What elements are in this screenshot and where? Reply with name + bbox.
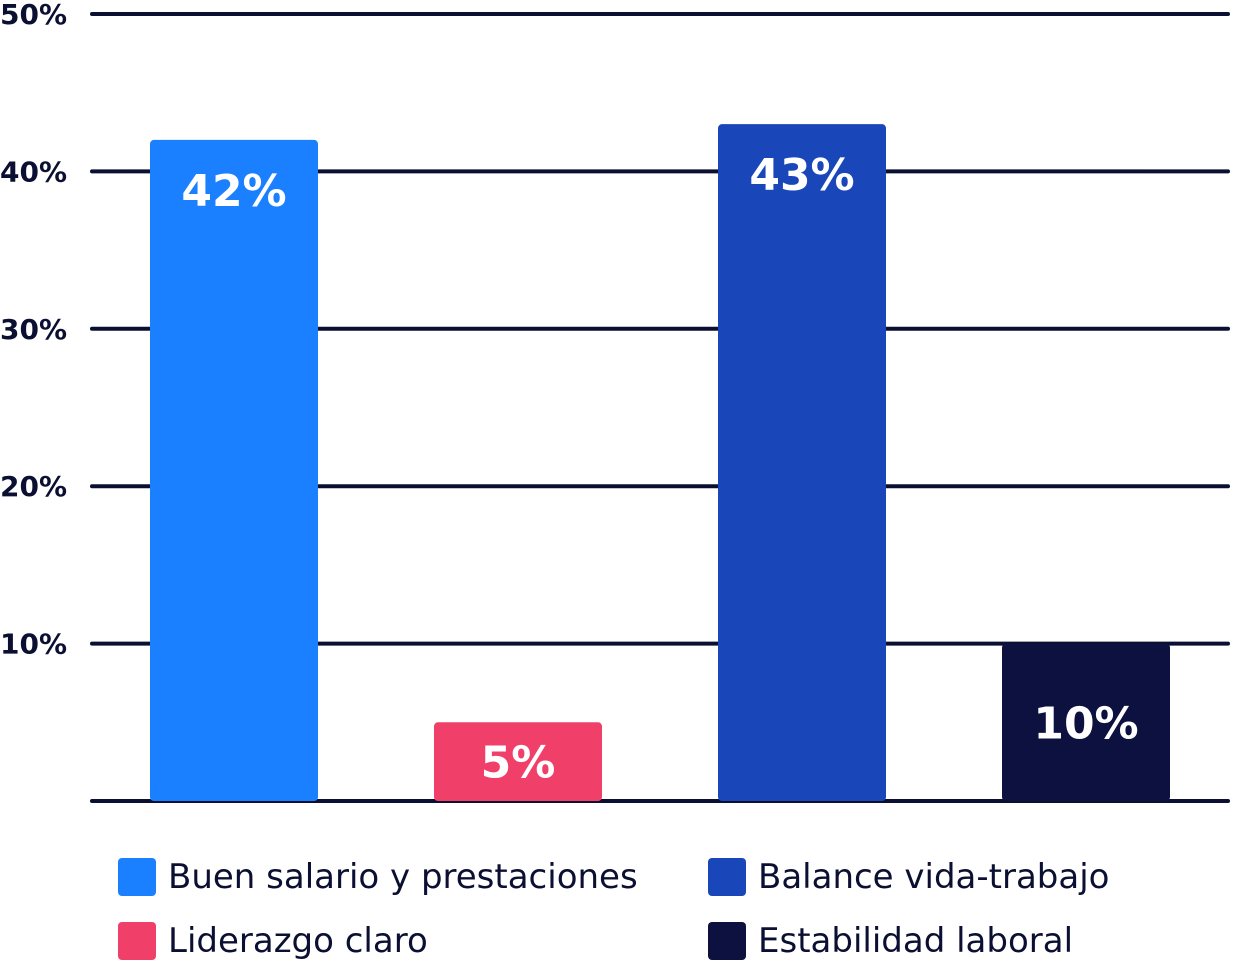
legend-label: Buen salario y prestaciones [168, 857, 638, 897]
bar [1002, 643, 1170, 801]
legend-item-estabilidad: Estabilidad laboral [708, 919, 1073, 963]
y-axis-ticks: 10% 20% 30% 40% 50% [0, 0, 67, 661]
y-tick-label: 20% [0, 470, 67, 503]
bar [434, 722, 602, 801]
bar [718, 124, 886, 802]
legend-swatch [708, 858, 746, 896]
legend-item-liderazgo: Liderazgo claro [118, 919, 428, 963]
bar-value-label: 5% [481, 738, 556, 789]
legend-item-buen-salario: Buen salario y prestaciones [118, 855, 638, 899]
bar-value-label: 42% [181, 166, 286, 217]
bar-value-label: 43% [749, 150, 854, 201]
bar-value-label: 10% [1033, 698, 1138, 749]
legend-label: Balance vida-trabajo [758, 857, 1110, 897]
legend-item-balance: Balance vida-trabajo [708, 855, 1109, 899]
chart-legend: Buen salario y prestaciones Balance vida… [118, 855, 1218, 965]
legend-swatch [708, 922, 746, 960]
bar-value-labels: 42% 5% 43% 10% [181, 150, 1138, 788]
y-tick-label: 10% [0, 628, 67, 661]
legend-swatch [118, 858, 156, 896]
y-tick-label: 40% [0, 155, 67, 188]
bar [150, 139, 318, 802]
bar-chart: 10% 20% 30% 40% 50% 42% 5% 43% 10% [0, 0, 1230, 803]
legend-label: Estabilidad laboral [758, 921, 1074, 961]
legend-label: Liderazgo claro [168, 921, 428, 961]
y-tick-label: 30% [0, 313, 67, 346]
bars [150, 124, 1170, 802]
y-tick-label: 50% [0, 0, 67, 31]
legend-swatch [118, 922, 156, 960]
